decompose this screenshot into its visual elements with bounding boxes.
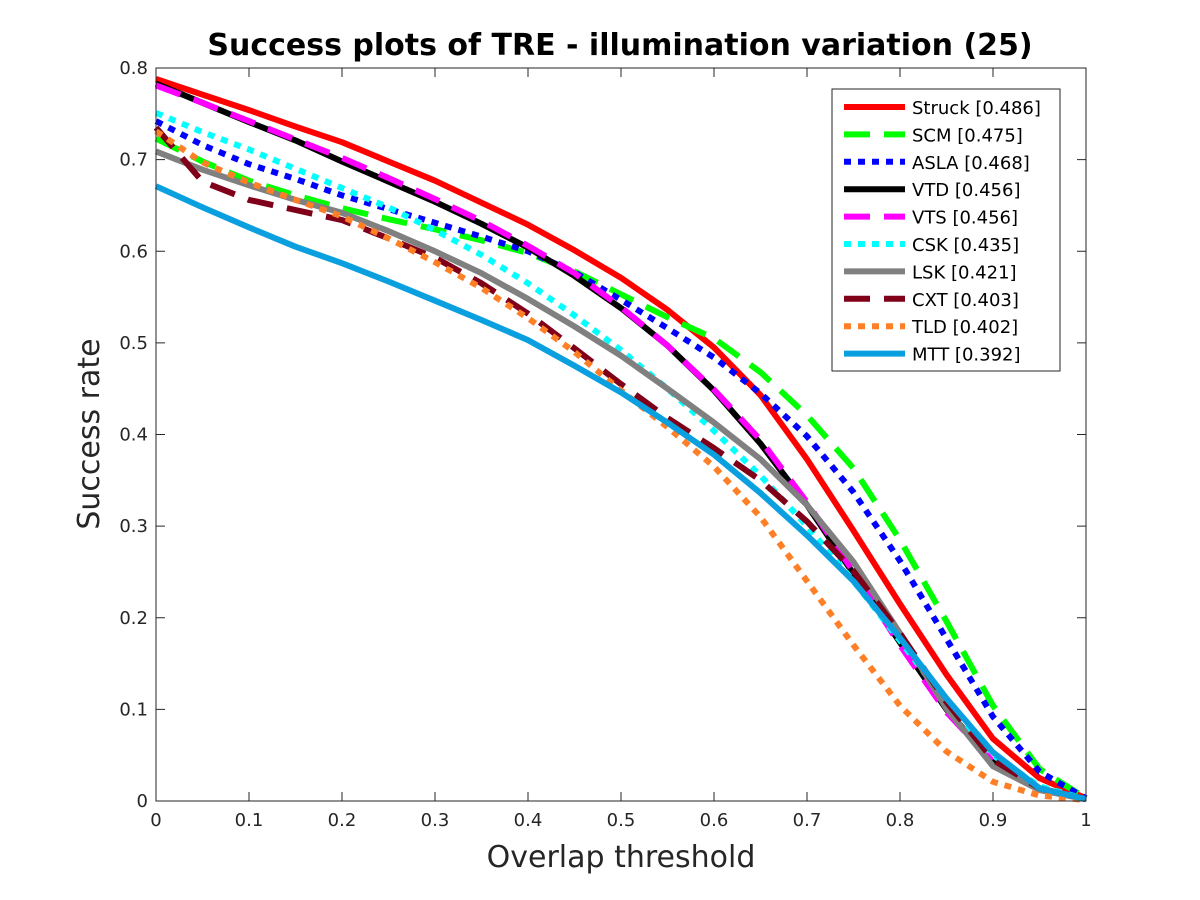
y-tick-label-6: 0.6 — [119, 241, 148, 262]
legend-label-6: LSK [0.421] — [912, 262, 1017, 283]
legend-label-1: SCM [0.475] — [912, 125, 1023, 146]
legend-label-0: Struck [0.486] — [912, 98, 1041, 119]
series-line-9 — [154, 183, 1087, 803]
x-tick-label-8: 0.8 — [886, 810, 915, 831]
y-tick-label-4: 0.4 — [119, 425, 148, 446]
series-line-1 — [154, 135, 1088, 801]
x-tick-label-10: 1 — [1080, 810, 1091, 831]
legend-label-4: VTS [0.456] — [912, 208, 1018, 229]
ticks-layer: 0 0.1 0.2 0.3 0.4 0.5 0.6 0.7 0.8 0.9 1 0 0.1 0.2 0.3 0… — [119, 58, 1091, 831]
y-tick-label-1: 0.1 — [119, 699, 148, 720]
y-tick-label-3: 0.3 — [119, 516, 148, 537]
y-tick-label-0: 0 — [137, 791, 148, 812]
x-tick-label-4: 0.4 — [514, 810, 543, 831]
x-tick-label-6: 0.6 — [700, 810, 729, 831]
x-tick-label-7: 0.7 — [793, 810, 822, 831]
y-axis-label: Success rate — [72, 338, 107, 529]
y-tick-label-2: 0.2 — [119, 608, 148, 629]
x-tick-label-2: 0.2 — [328, 810, 357, 831]
series-line-0 — [155, 76, 1088, 802]
x-tick-label-1: 0.1 — [235, 810, 264, 831]
chart-title: Success plots of TRE - illumination vari… — [207, 28, 1032, 63]
legend-label-9: MTT [0.392] — [912, 345, 1021, 366]
legend: Struck [0.486] SCM [0.475] ASLA [0.468] VTD… — [831, 88, 1061, 372]
x-axis-label: Overlap threshold — [487, 840, 756, 875]
x-tick-label-3: 0.3 — [421, 810, 450, 831]
y-tick-label-8: 0.8 — [119, 58, 148, 79]
series-line-5 — [154, 110, 1087, 803]
legend-label-3: VTD [0.456] — [912, 180, 1020, 201]
legend-label-8: TLD [0.402] — [911, 317, 1018, 338]
legend-label-5: CSK [0.435] — [912, 235, 1019, 256]
y-tick-label-7: 0.7 — [119, 150, 148, 171]
x-tick-label-9: 0.9 — [979, 810, 1008, 831]
legend-label-2: ASLA [0.468] — [912, 153, 1030, 174]
legend-label-7: CXT [0.403] — [912, 290, 1019, 311]
x-tick-label-0: 0 — [150, 810, 161, 831]
series-layer — [153, 76, 1088, 804]
y-tick-label-5: 0.5 — [119, 333, 148, 354]
series-line-4 — [154, 82, 1087, 803]
x-tick-label-5: 0.5 — [607, 810, 636, 831]
